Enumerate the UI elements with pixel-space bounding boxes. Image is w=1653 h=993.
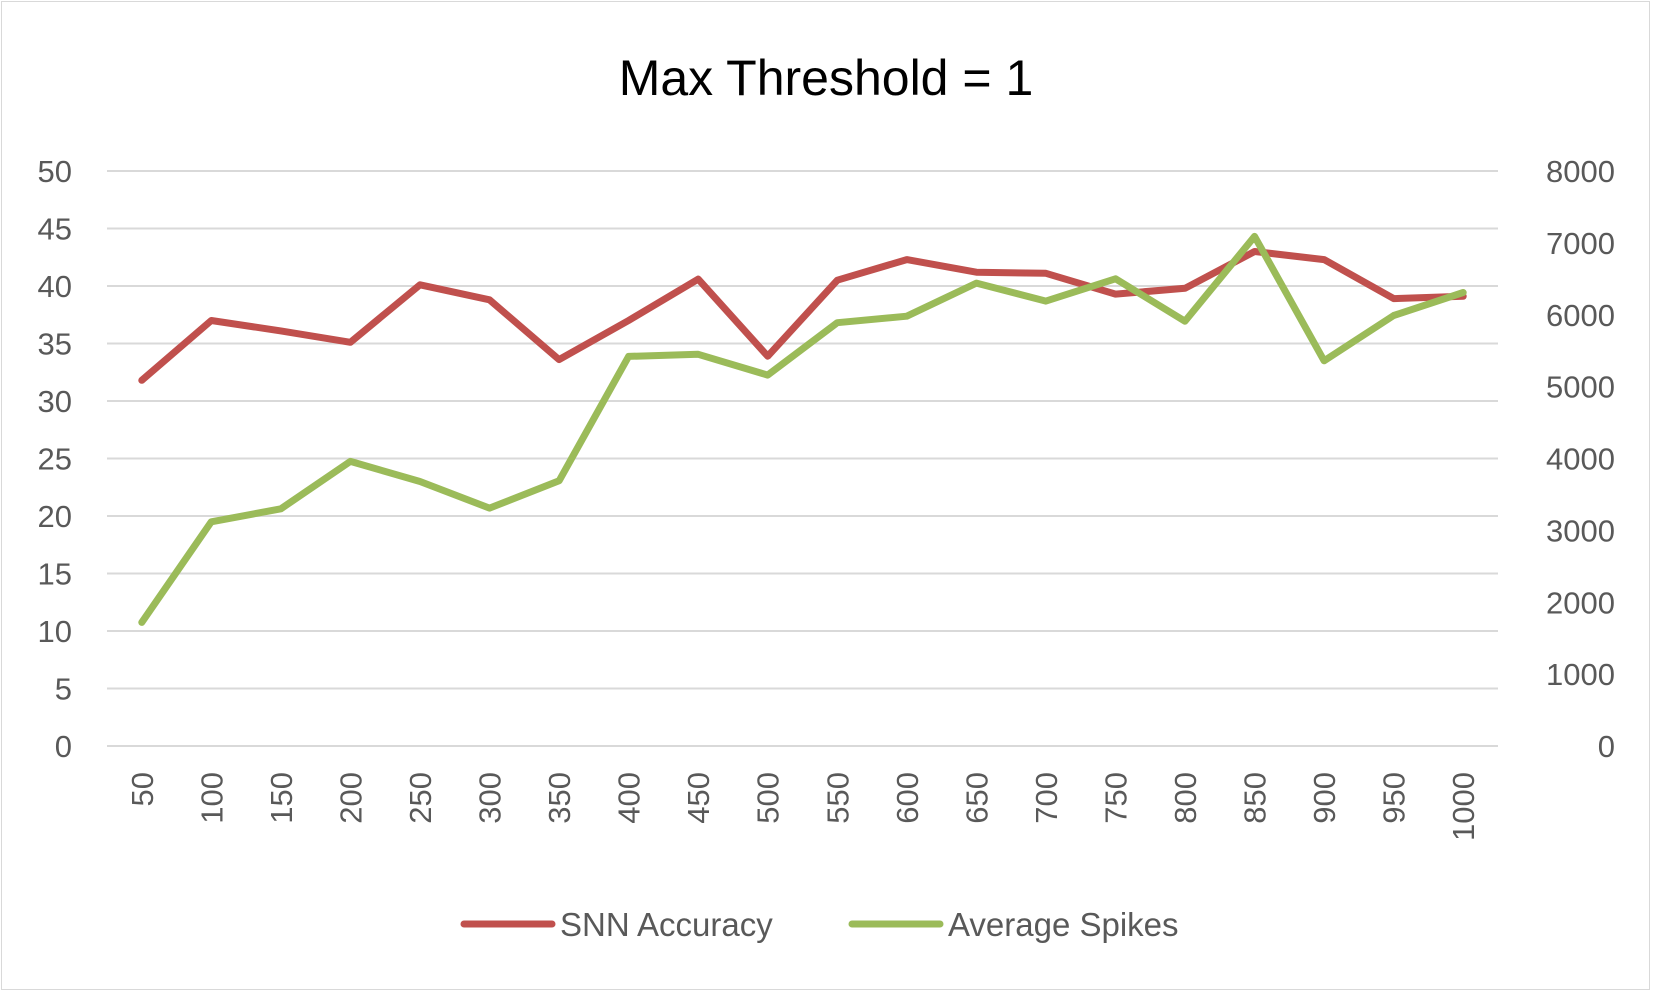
x-tick-label: 600 — [890, 772, 925, 824]
chart-title: Max Threshold = 1 — [619, 50, 1034, 106]
x-tick-label: 50 — [125, 772, 160, 806]
x-tick-label: 300 — [473, 772, 508, 824]
series-line-average-spikes — [138, 232, 1467, 626]
legend-label: SNN Accuracy — [560, 906, 773, 943]
right-tick-label: 4000 — [1546, 442, 1615, 477]
x-tick-label: 450 — [681, 772, 716, 824]
left-tick-label: 45 — [38, 212, 72, 247]
x-tick-label: 850 — [1238, 772, 1273, 824]
left-tick-label: 15 — [38, 557, 72, 592]
left-tick-label: 35 — [38, 327, 72, 362]
right-tick-label: 6000 — [1546, 298, 1615, 333]
series-lines — [138, 232, 1467, 626]
legend-label: Average Spikes — [948, 906, 1179, 943]
left-tick-label: 5 — [55, 672, 72, 707]
x-tick-label: 350 — [542, 772, 577, 824]
right-tick-label: 7000 — [1546, 226, 1615, 261]
x-tick-label: 650 — [959, 772, 994, 824]
right-tick-label: 1000 — [1546, 657, 1615, 692]
left-tick-label: 0 — [55, 729, 72, 764]
x-axis-ticks: 50 100 150 200 250 300 350 400 450 500 550 600 650 70… — [125, 772, 1481, 841]
x-tick-label: 100 — [194, 772, 229, 824]
legend: SNN Accuracy Average Spikes — [460, 906, 1179, 943]
x-tick-label: 150 — [264, 772, 299, 824]
legend-item: SNN Accuracy — [460, 906, 773, 943]
x-tick-label: 550 — [820, 772, 855, 824]
left-tick-label: 10 — [38, 614, 72, 649]
gridlines — [107, 170, 1498, 747]
left-tick-label: 50 — [38, 154, 72, 189]
x-tick-label: 800 — [1168, 772, 1203, 824]
right-axis-ticks: 0 1000 2000 3000 4000 5000 6000 7000 8000 — [1546, 154, 1615, 764]
x-tick-label: 500 — [751, 772, 786, 824]
right-tick-label: 0 — [1598, 729, 1615, 764]
right-tick-label: 2000 — [1546, 585, 1615, 620]
x-tick-label: 750 — [1098, 772, 1133, 824]
x-tick-label: 1000 — [1446, 772, 1481, 841]
x-tick-label: 950 — [1377, 772, 1412, 824]
x-tick-label: 700 — [1029, 772, 1064, 824]
left-tick-label: 20 — [38, 499, 72, 534]
series-line-snn-accuracy — [138, 248, 1467, 384]
left-tick-label: 30 — [38, 384, 72, 419]
x-tick-label: 900 — [1307, 772, 1342, 824]
left-axis-ticks: 0 5 10 15 20 25 30 35 40 45 50 — [38, 154, 72, 764]
left-tick-label: 40 — [38, 269, 72, 304]
right-tick-label: 5000 — [1546, 370, 1615, 405]
x-tick-label: 250 — [403, 772, 438, 824]
x-tick-label: 200 — [333, 772, 368, 824]
legend-item: Average Spikes — [848, 906, 1179, 943]
left-tick-label: 25 — [38, 442, 72, 477]
right-tick-label: 3000 — [1546, 513, 1615, 548]
x-tick-label: 400 — [612, 772, 647, 824]
right-tick-label: 8000 — [1546, 154, 1615, 189]
